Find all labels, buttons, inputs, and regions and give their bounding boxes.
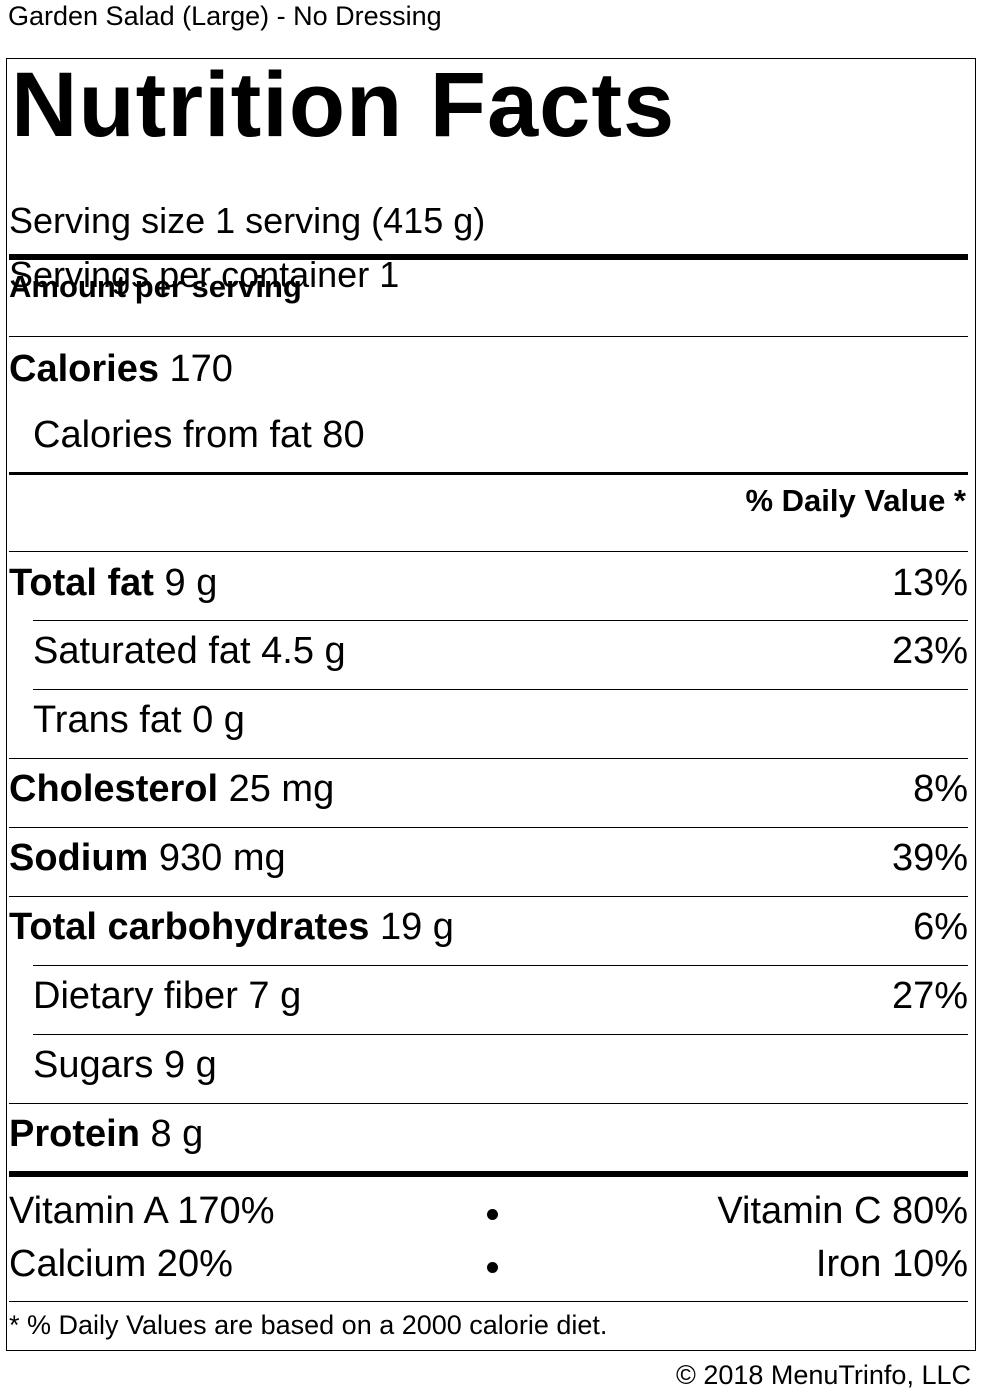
nutrient-amount: 25 mg (228, 768, 335, 810)
nutrient-amount: 930 mg (158, 837, 286, 879)
nutrient-dv: 6% (913, 906, 968, 948)
divider (33, 1034, 968, 1035)
nutrient-name: Total carbohydrates 19 g (9, 897, 454, 957)
nutrient-row-cholesterol: Cholesterol 25 mg 8% (9, 759, 968, 819)
divider (9, 758, 968, 759)
daily-value-footnote: * % Daily Values are based on a 2000 cal… (9, 1310, 608, 1340)
divider (9, 896, 968, 897)
nutrient-label: Trans fat 0 g (33, 699, 245, 741)
nutrition-label: Nutrition Facts Serving size 1 serving (… (6, 58, 976, 1351)
nutrient-label: Total carbohydrates (9, 906, 370, 948)
divider (9, 551, 968, 552)
nutrient-label: Sodium (9, 837, 149, 879)
nutrient-name: Total fat 9 g (9, 553, 217, 613)
divider (33, 689, 968, 690)
calories-label: Calories (9, 348, 159, 390)
calories-from-fat-row: Calories from fat 80 (9, 405, 968, 465)
nutrient-name: Sodium 930 mg (9, 828, 286, 888)
daily-value-header: % Daily Value * (745, 483, 966, 518)
calories-line: Calories 170 (9, 339, 233, 399)
bullet-dot (487, 1262, 498, 1273)
nutrient-dv: 39% (891, 837, 968, 879)
nutrient-name: Protein 8 g (9, 1104, 203, 1164)
divider (9, 827, 968, 828)
mineral-row: Calcium 20% Iron 10% (9, 1239, 968, 1289)
bullet-dot (487, 1209, 498, 1220)
thick-divider (9, 1171, 968, 1177)
nutrient-amount: 19 g (379, 906, 454, 948)
nutrient-row-total-carbohydrates: Total carbohydrates 19 g 6% (9, 897, 968, 957)
nutrient-amount: 8 g (150, 1113, 204, 1155)
calories-from-fat: Calories from fat 80 (33, 414, 365, 456)
serving-size: Serving size 1 serving (415 g) (9, 200, 486, 241)
nutrient-row-saturated-fat: Saturated fat 4.5 g 23% (9, 621, 968, 681)
nutrient-row-total-fat: Total fat 9 g 13% (9, 553, 968, 613)
nutrition-facts-title: Nutrition Facts (11, 54, 676, 156)
divider (9, 1301, 968, 1302)
divider (33, 965, 968, 966)
nutrient-row-protein: Protein 8 g (9, 1104, 968, 1164)
nutrient-dv: 13% (891, 562, 968, 604)
vitamin-c: Vitamin C 80% (717, 1190, 968, 1232)
vitamin-row: Vitamin A 170% Vitamin C 80% (9, 1186, 968, 1236)
nutrient-label: Protein (9, 1113, 140, 1155)
servings-per-container: Servings per container 1 (9, 254, 400, 295)
nutrient-label: Dietary fiber 7 g (33, 975, 302, 1017)
copyright: © 2018 MenuTrinfo, LLC (675, 1360, 971, 1390)
nutrient-dv: 27% (891, 975, 968, 1017)
nutrient-label: Cholesterol (9, 768, 219, 810)
nutrient-label: Saturated fat 4.5 g (33, 630, 346, 672)
nutrient-label: Sugars 9 g (33, 1044, 217, 1086)
nutrient-dv: 23% (891, 630, 968, 672)
nutrient-row-sugars: Sugars 9 g (9, 1035, 968, 1095)
divider (9, 336, 968, 337)
divider (9, 1103, 968, 1104)
thick-divider (9, 254, 968, 260)
amount-per-serving: Amount per serving (9, 269, 302, 304)
item-name: Garden Salad (Large) - No Dressing (8, 1, 442, 31)
nutrient-amount: 9 g (164, 562, 218, 604)
divider (33, 620, 968, 621)
calories-value: 170 (169, 348, 233, 390)
medium-divider (9, 472, 968, 475)
nutrient-row-trans-fat: Trans fat 0 g (9, 690, 968, 750)
calories-row: Calories 170 (9, 339, 968, 399)
vitamin-a: Vitamin A 170% (9, 1190, 275, 1232)
nutrient-row-sodium: Sodium 930 mg 39% (9, 828, 968, 888)
calcium: Calcium 20% (9, 1243, 233, 1285)
nutrient-label: Total fat (9, 562, 154, 604)
nutrient-name: Cholesterol 25 mg (9, 759, 334, 819)
nutrient-row-dietary-fiber: Dietary fiber 7 g 27% (9, 966, 968, 1026)
nutrient-dv: 8% (913, 768, 968, 810)
iron: Iron 10% (815, 1243, 968, 1285)
